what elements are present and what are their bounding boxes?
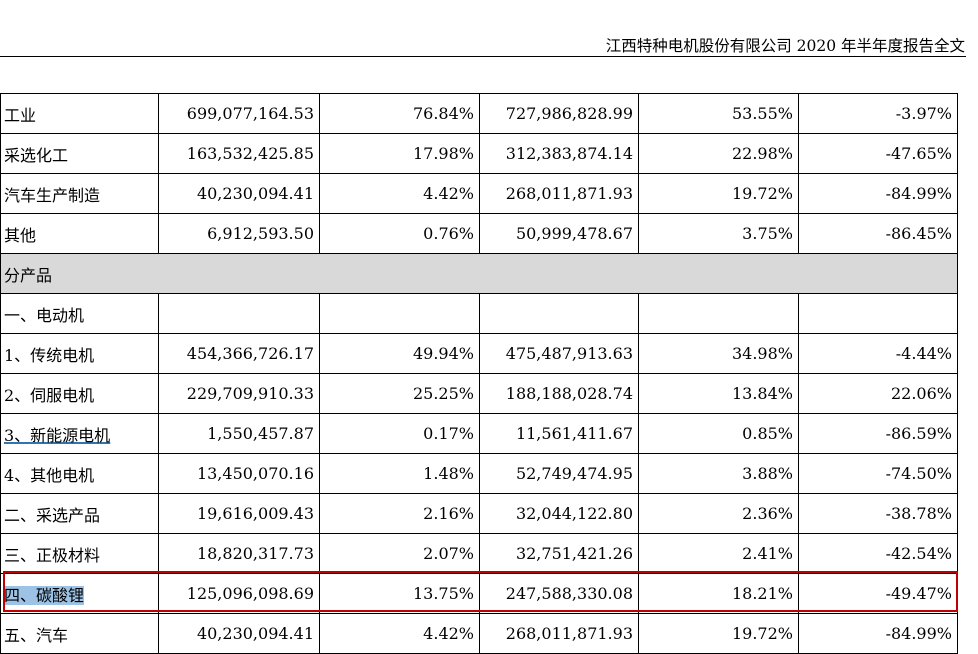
cell-ratio-prior: 3.88%	[638, 453, 799, 494]
row-label: 4、其他电机	[0, 453, 159, 494]
cell-ratio: 0.76%	[319, 213, 480, 254]
cell-amount: 18,820,317.73	[158, 533, 320, 574]
cell-ratio: 0.17%	[319, 413, 480, 454]
cell-ratio: 1.48%	[319, 453, 480, 494]
table-row: 采选化工 163,532,425.85 17.98% 312,383,874.1…	[0, 133, 958, 174]
row-label: 一、电动机	[0, 293, 159, 334]
table-row: 工业 699,077,164.53 76.84% 727,986,828.99 …	[0, 93, 958, 134]
header-rule	[0, 56, 966, 57]
cell-amount-prior: 247,588,330.08	[479, 573, 639, 614]
table-row-highlighted: 四、碳酸锂 125,096,098.69 13.75% 247,588,330.…	[0, 573, 958, 614]
cell-ratio: 17.98%	[319, 133, 480, 174]
cell-ratio-prior	[638, 293, 799, 334]
row-label: 采选化工	[0, 133, 159, 174]
table-row: 汽车生产制造 40,230,094.41 4.42% 268,011,871.9…	[0, 173, 958, 214]
cell-ratio-prior: 34.98%	[638, 333, 799, 374]
cell-ratio-prior: 2.36%	[638, 493, 799, 534]
cell-ratio-prior: 2.41%	[638, 533, 799, 574]
cell-amount: 454,366,726.17	[158, 333, 320, 374]
cell-amount: 6,912,593.50	[158, 213, 320, 254]
row-label: 二、采选产品	[0, 493, 159, 534]
table-row: 三、正极材料 18,820,317.73 2.07% 32,751,421.26…	[0, 533, 958, 574]
cell-ratio-prior: 3.75%	[638, 213, 799, 254]
cell-change: -42.54%	[798, 533, 958, 574]
cell-ratio-prior: 18.21%	[638, 573, 799, 614]
document-header: 江西特种电机股份有限公司 2020 年半年度报告全文	[605, 37, 965, 55]
cell-amount: 40,230,094.41	[158, 613, 320, 654]
cell-change: -84.99%	[798, 613, 958, 654]
cell-change	[798, 293, 958, 334]
cell-amount-prior: 475,487,913.63	[479, 333, 639, 374]
cell-ratio-prior: 19.72%	[638, 613, 799, 654]
section-label: 分产品	[0, 253, 958, 294]
row-label: 3、新能源电机	[0, 413, 159, 454]
table-row: 3、新能源电机 1,550,457.87 0.17% 11,561,411.67…	[0, 413, 958, 454]
table-row: 2、伺服电机 229,709,910.33 25.25% 188,188,028…	[0, 373, 958, 414]
cell-amount: 125,096,098.69	[158, 573, 320, 614]
cell-change: -3.97%	[798, 93, 958, 134]
cell-ratio-prior: 19.72%	[638, 173, 799, 214]
cell-ratio-prior: 13.84%	[638, 373, 799, 414]
cell-amount-prior: 312,383,874.14	[479, 133, 639, 174]
underlined-label: 3、新能源电机	[4, 425, 111, 445]
cell-amount: 19,616,009.43	[158, 493, 320, 534]
cell-ratio: 76.84%	[319, 93, 480, 134]
table-row: 二、采选产品 19,616,009.43 2.16% 32,044,122.80…	[0, 493, 958, 534]
cell-ratio: 2.07%	[319, 533, 480, 574]
cell-change: -47.65%	[798, 133, 958, 174]
cell-amount: 1,550,457.87	[158, 413, 320, 454]
row-label: 1、传统电机	[0, 333, 159, 374]
table-row: 4、其他电机 13,450,070.16 1.48% 52,749,474.95…	[0, 453, 958, 494]
cell-ratio: 2.16%	[319, 493, 480, 534]
cell-amount-prior: 188,188,028.74	[479, 373, 639, 414]
row-label: 五、汽车	[0, 613, 159, 654]
cell-ratio-prior: 53.55%	[638, 93, 799, 134]
cell-ratio: 4.42%	[319, 173, 480, 214]
cell-amount: 229,709,910.33	[158, 373, 320, 414]
row-label: 汽车生产制造	[0, 173, 159, 214]
cell-amount: 13,450,070.16	[158, 453, 320, 494]
row-label: 四、碳酸锂	[0, 573, 159, 614]
cell-amount-prior: 11,561,411.67	[479, 413, 639, 454]
cell-change: -84.99%	[798, 173, 958, 214]
row-label: 2、伺服电机	[0, 373, 159, 414]
table-row: 一、电动机	[0, 293, 958, 334]
section-row: 分产品	[0, 253, 958, 294]
cell-ratio: 49.94%	[319, 333, 480, 374]
table-row: 五、汽车 40,230,094.41 4.42% 268,011,871.93 …	[0, 613, 958, 654]
row-label: 其他	[0, 213, 159, 254]
cell-change: -86.59%	[798, 413, 958, 454]
cell-amount	[158, 293, 320, 334]
cell-change: 22.06%	[798, 373, 958, 414]
cell-amount: 163,532,425.85	[158, 133, 320, 174]
cell-change: -49.47%	[798, 573, 958, 614]
cell-ratio-prior: 22.98%	[638, 133, 799, 174]
cell-amount: 699,077,164.53	[158, 93, 320, 134]
revenue-table: 工业 699,077,164.53 76.84% 727,986,828.99 …	[0, 93, 958, 654]
cell-ratio: 4.42%	[319, 613, 480, 654]
cell-amount-prior: 32,044,122.80	[479, 493, 639, 534]
cell-amount-prior: 268,011,871.93	[479, 613, 639, 654]
cell-amount-prior: 50,999,478.67	[479, 213, 639, 254]
cell-ratio: 25.25%	[319, 373, 480, 414]
cell-ratio	[319, 293, 480, 334]
cell-ratio: 13.75%	[319, 573, 480, 614]
cell-amount-prior: 32,751,421.26	[479, 533, 639, 574]
row-label: 三、正极材料	[0, 533, 159, 574]
table-row: 1、传统电机 454,366,726.17 49.94% 475,487,913…	[0, 333, 958, 374]
cell-amount-prior: 727,986,828.99	[479, 93, 639, 134]
table-row: 其他 6,912,593.50 0.76% 50,999,478.67 3.75…	[0, 213, 958, 254]
cell-amount-prior: 268,011,871.93	[479, 173, 639, 214]
cell-change: -38.78%	[798, 493, 958, 534]
cell-amount-prior: 52,749,474.95	[479, 453, 639, 494]
cell-ratio-prior: 0.85%	[638, 413, 799, 454]
cell-amount-prior	[479, 293, 639, 334]
cell-change: -74.50%	[798, 453, 958, 494]
row-label: 工业	[0, 93, 159, 134]
selected-label[interactable]: 四、碳酸锂	[4, 585, 85, 605]
cell-change: -4.44%	[798, 333, 958, 374]
cell-change: -86.45%	[798, 213, 958, 254]
cell-amount: 40,230,094.41	[158, 173, 320, 214]
